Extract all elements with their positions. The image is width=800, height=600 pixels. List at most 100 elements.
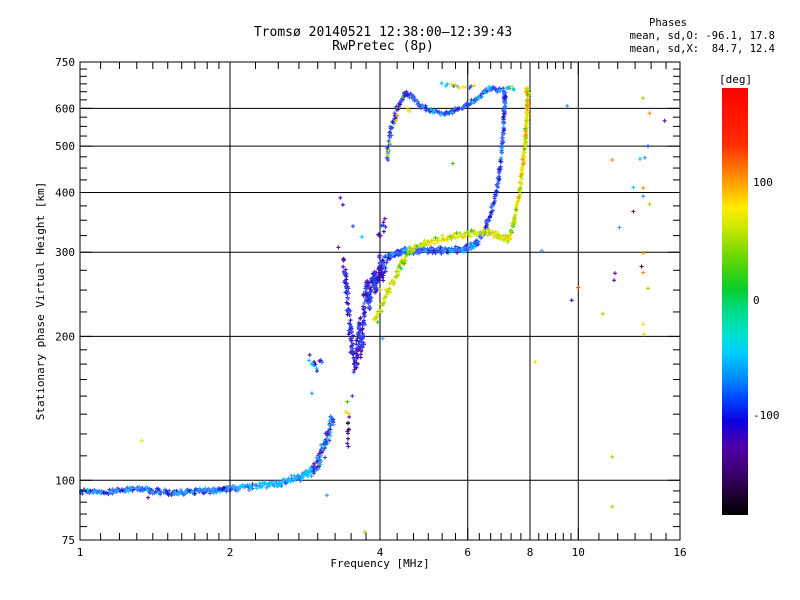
x-tick-label: 8	[527, 546, 534, 559]
outlier-point	[450, 161, 455, 166]
x-tick-label: 16	[673, 546, 686, 559]
outlier-point	[610, 454, 615, 459]
x-tick-label: 1	[77, 546, 84, 559]
trace-noise-cluster	[345, 261, 387, 368]
y-tick-label: 750	[55, 56, 75, 69]
y-axis-label: Stationary phase Virtual Height [km]	[34, 182, 47, 420]
trace-e-region-right	[231, 466, 314, 491]
grid	[80, 62, 680, 540]
trace-x-mode-lower	[374, 247, 414, 320]
trace-o-mode-plateau	[390, 242, 477, 257]
trace-asymptote-gap-top	[509, 85, 514, 90]
trace-x-mode-plateau	[411, 228, 511, 250]
outlier-point	[646, 286, 650, 291]
outlier-point	[344, 409, 349, 414]
y-tick-label: 200	[55, 330, 75, 343]
outlier-point	[346, 411, 351, 416]
trace-plateau-left-sparse	[377, 216, 388, 238]
outlier-point	[395, 113, 400, 118]
outlier-point	[350, 394, 355, 399]
outlier-point	[405, 107, 410, 111]
outlier-point	[641, 322, 646, 327]
x-axis-label: Frequency [MHz]	[330, 557, 429, 570]
outlier-point	[362, 529, 367, 534]
trace-dome-upper-arc	[449, 82, 468, 90]
trace-dome-left	[387, 89, 409, 135]
plot-title: Tromsø 20140521 12:38:00–12:39:43	[254, 25, 512, 40]
trace-x-mode-plateau	[428, 229, 508, 245]
phase-stats-heading: Phases	[649, 17, 687, 29]
outlier-point	[641, 270, 646, 275]
colorbar-tick-label: 100	[753, 176, 773, 189]
y-tick-label: 600	[55, 102, 75, 115]
trace-e-f-rise	[314, 415, 336, 471]
outlier-point	[375, 320, 380, 325]
outlier-point	[617, 225, 622, 230]
outlier-point	[398, 266, 403, 270]
outlier-point	[638, 157, 642, 161]
outlier-point	[539, 248, 544, 253]
trace-dome-upper-arc	[453, 83, 476, 90]
y-tick-label: 300	[55, 246, 75, 259]
trace-dome-upper-arc	[451, 84, 474, 90]
x-tick-label: 4	[377, 546, 384, 559]
scatter-points	[79, 81, 667, 534]
outlier-point	[642, 155, 647, 160]
outlier-point	[642, 332, 646, 337]
outlier-point	[340, 202, 345, 207]
outlier-point	[351, 224, 355, 229]
outlier-point	[612, 278, 617, 283]
outlier-point	[639, 264, 644, 269]
trace-plateau-left-sparse	[376, 223, 386, 237]
phase-stats-x-line: mean, sd,X: 84.7, 12.4	[630, 43, 775, 55]
trace-mid-column	[345, 414, 352, 449]
y-tick-label: 75	[62, 534, 75, 547]
outlier-point	[613, 271, 617, 276]
trace-e-region-right	[231, 471, 307, 492]
colorbar-tick-label: 0	[753, 294, 760, 307]
outlier-point	[569, 298, 574, 303]
outlier-point	[338, 195, 343, 200]
trace-o-mode-rise	[474, 86, 508, 247]
outlier-point	[336, 245, 341, 250]
trace-x-mode-rise	[516, 90, 531, 200]
outlier-point	[647, 111, 652, 116]
outlier-point	[309, 391, 314, 396]
outlier-point	[533, 359, 538, 364]
outlier-point	[610, 157, 615, 162]
x-tick-label: 10	[572, 546, 585, 559]
outlier-point	[641, 250, 646, 255]
trace-d-region-arc	[313, 358, 323, 373]
outlier-point	[641, 194, 646, 199]
outlier-point	[345, 399, 350, 404]
outlier-point	[610, 504, 615, 509]
outlier-point	[647, 202, 652, 207]
axes: 1 2 4 6 8 10 16 75 100 200 300 400 500 600 750	[55, 56, 687, 559]
outlier-point	[360, 234, 364, 239]
colorbar: 100 0 -100	[722, 88, 780, 515]
trace-o-mode-rise	[476, 88, 508, 244]
outlier-point	[324, 493, 329, 498]
outlier-point	[641, 185, 646, 190]
trace-dome-upper-arc	[439, 81, 460, 89]
outlier-point	[631, 185, 636, 190]
colorbar-unit-label: [deg]	[719, 73, 752, 86]
y-tick-label: 500	[55, 140, 75, 153]
outlier-point	[565, 103, 570, 108]
outlier-point	[139, 438, 144, 443]
trace-o-mode-rise	[479, 94, 508, 235]
outlier-point	[641, 96, 646, 101]
trace-e-region-left	[79, 485, 234, 497]
y-tick-label: 100	[55, 474, 75, 487]
trace-dome-top	[421, 84, 502, 118]
trace-x-mode-plateau	[415, 228, 474, 249]
trace-e-region-left	[90, 484, 230, 496]
outlier-point	[146, 495, 151, 500]
outlier-point	[662, 118, 667, 123]
outlier-point	[393, 118, 398, 123]
trace-plateau-left-sparse	[381, 223, 386, 228]
outlier-point	[631, 209, 636, 214]
plot-subtitle: RwPretec (8p)	[332, 39, 434, 54]
